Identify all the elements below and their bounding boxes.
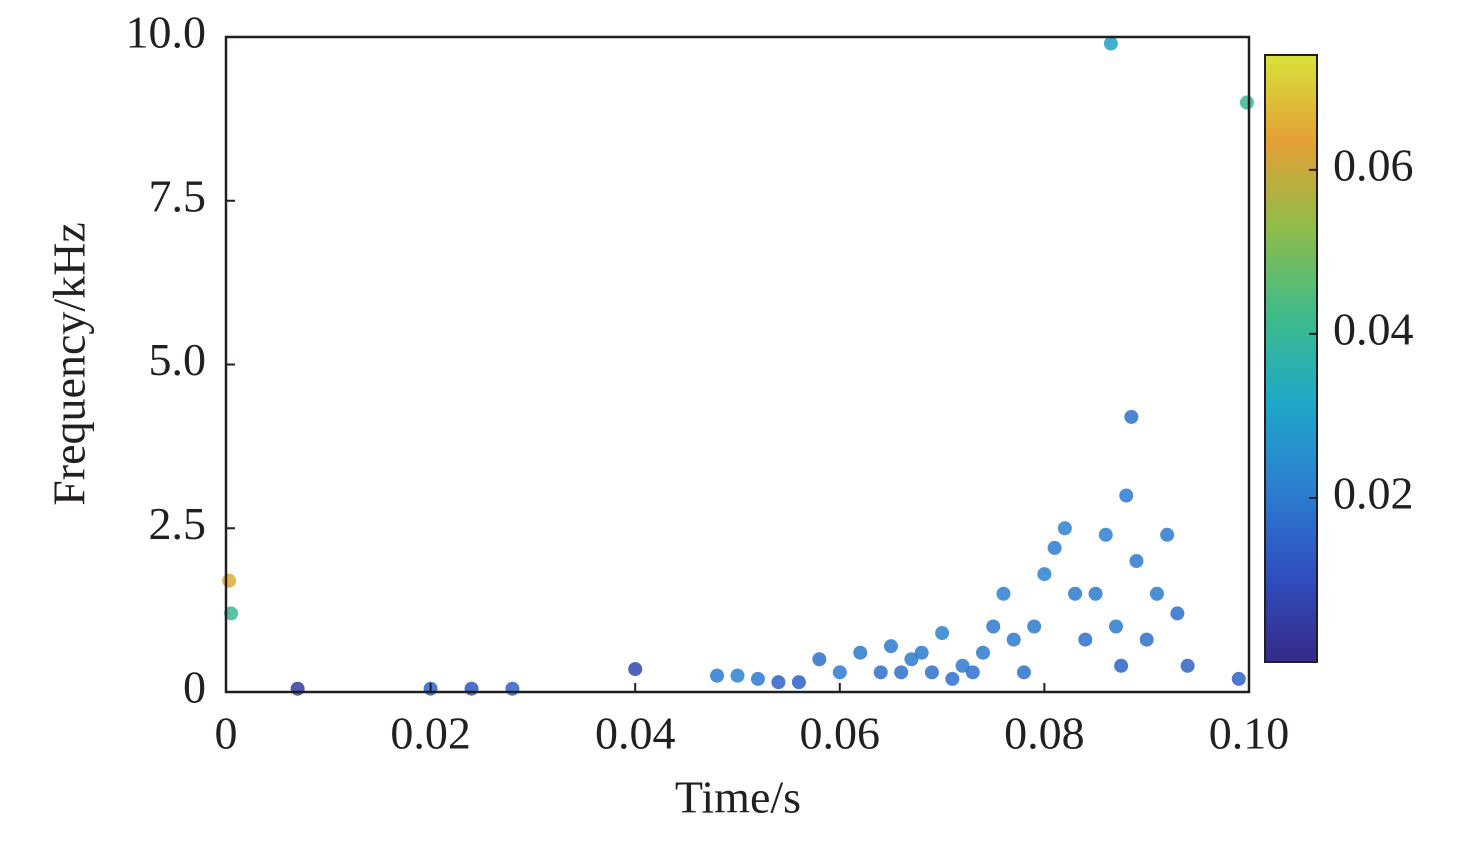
data-point (222, 573, 237, 588)
data-point (1068, 586, 1083, 601)
data-point (945, 671, 960, 686)
data-point (1103, 36, 1118, 51)
x-tick-label: 0 (215, 708, 238, 759)
data-point (1006, 632, 1021, 647)
data-point (1078, 632, 1093, 647)
data-point (1109, 619, 1124, 634)
data-point (791, 675, 806, 690)
x-tick-label: 0.06 (800, 708, 881, 759)
data-point (955, 658, 970, 673)
y-tick-label: 5.0 (149, 334, 207, 385)
data-point (873, 665, 888, 680)
colorbar-tick-label: 0.04 (1333, 303, 1414, 354)
data-point (750, 671, 765, 686)
data-point (1129, 554, 1144, 568)
data-point (883, 639, 898, 654)
data-point (1170, 606, 1185, 621)
data-point (1180, 658, 1195, 673)
data-point (924, 665, 939, 680)
data-point (771, 675, 786, 690)
data-point (1088, 586, 1103, 601)
data-point (1124, 409, 1139, 424)
data-point (290, 681, 305, 696)
x-tick-label: 0.04 (595, 708, 676, 759)
data-point (812, 652, 827, 667)
y-tick-label: 2.5 (149, 498, 207, 549)
data-point (976, 645, 991, 660)
data-point (505, 681, 520, 696)
data-point (894, 665, 909, 680)
x-tick-label: 0.02 (390, 708, 471, 759)
x-axis-label: Time/s (675, 772, 801, 823)
data-point (730, 668, 745, 683)
y-tick-label: 7.5 (149, 170, 207, 221)
data-point (1239, 95, 1254, 110)
x-tick-label: 0.10 (1209, 708, 1290, 759)
data-point (904, 652, 919, 667)
data-point (1139, 632, 1154, 647)
data-point (1047, 540, 1062, 555)
data-point (1016, 665, 1031, 680)
data-point (965, 665, 980, 680)
data-point (224, 606, 239, 621)
data-point (914, 645, 929, 660)
data-point (464, 681, 479, 696)
data-point (832, 665, 847, 680)
y-tick-label: 10.0 (126, 7, 207, 58)
data-point (1098, 527, 1113, 542)
data-point (628, 662, 643, 677)
x-tick-label: 0.08 (1004, 708, 1085, 759)
data-point (1149, 586, 1164, 601)
data-point (1231, 671, 1246, 686)
data-point (1119, 488, 1134, 503)
data-point (710, 668, 725, 683)
data-point (986, 619, 1001, 634)
colorbar-tick-label: 0.02 (1333, 468, 1414, 519)
data-point (853, 645, 868, 660)
y-tick-label: 0 (183, 662, 206, 713)
data-point (1114, 658, 1129, 673)
data-point (935, 626, 950, 641)
data-point (1027, 619, 1042, 634)
data-point (1160, 527, 1175, 542)
colorbar (1264, 54, 1318, 663)
data-point (1037, 567, 1052, 582)
data-point (996, 586, 1011, 601)
colorbar-tick-label: 0.06 (1333, 139, 1414, 190)
y-axis-label: Frequency/kHz (44, 222, 95, 506)
data-point (1057, 521, 1072, 536)
